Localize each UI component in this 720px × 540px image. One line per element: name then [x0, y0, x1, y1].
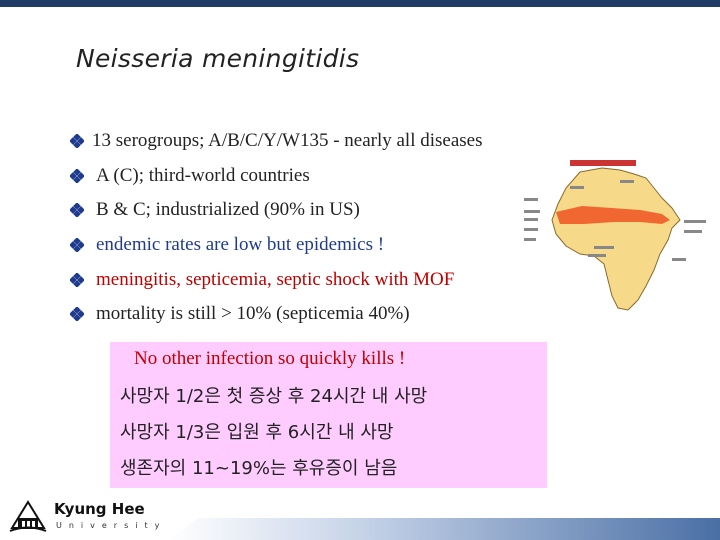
- bullet-text: mortality is still > 10% (septicemia 40%…: [96, 303, 410, 325]
- university-logo: Kyung Hee University: [4, 494, 164, 538]
- diamond-bullet-icon: [70, 134, 84, 149]
- university-crest-icon: [9, 500, 47, 532]
- bullet-item: meningitis, septicemia, septic shock wit…: [70, 262, 483, 297]
- slide-title: Neisseria meningitidis: [76, 44, 360, 73]
- bullet-list: 13 serogroups; A/B/C/Y/W135 - nearly all…: [70, 124, 483, 332]
- logo-subtitle: University: [56, 521, 167, 530]
- diamond-bullet-icon: [70, 238, 84, 253]
- bottom-stripe: [168, 518, 720, 540]
- bullet-text: meningitis, septicemia, septic shock wit…: [96, 268, 455, 290]
- bullet-text: endemic rates are low but epidemics !: [96, 234, 385, 256]
- bullet-text: A (C); third-world countries: [96, 164, 310, 186]
- callout-line: 생존자의 11~19%는 후유증이 남음: [120, 458, 398, 479]
- diamond-bullet-icon: [70, 203, 84, 218]
- diamond-bullet-icon: [70, 307, 84, 322]
- bullet-text: 13 serogroups; A/B/C/Y/W135 - nearly all…: [92, 130, 483, 152]
- bullet-item: 13 serogroups; A/B/C/Y/W135 - nearly all…: [70, 124, 483, 159]
- bullet-item: mortality is still > 10% (septicemia 40%…: [70, 297, 483, 332]
- callout-box: No other infection so quickly kills ! 사망…: [110, 342, 547, 488]
- bullet-item: B & C; industrialized (90% in US): [70, 193, 483, 228]
- top-bar: [0, 0, 720, 7]
- callout-heading: No other infection so quickly kills !: [134, 348, 406, 369]
- africa-outline: [551, 167, 681, 311]
- map-caption-bar: [570, 160, 636, 166]
- callout-line: 사망자 1/2은 첫 증상 후 24시간 내 사망: [120, 386, 428, 407]
- diamond-bullet-icon: [70, 272, 84, 287]
- bullet-text: B & C; industrialized (90% in US): [96, 199, 360, 221]
- logo-name: Kyung Hee: [54, 500, 145, 518]
- africa-map-image: [524, 160, 706, 311]
- meningitis-belt: [556, 206, 670, 224]
- map-labels: [524, 180, 706, 261]
- callout-line: 사망자 1/3은 입원 후 6시간 내 사망: [120, 422, 394, 443]
- diamond-bullet-icon: [70, 168, 84, 183]
- bullet-item: A (C); third-world countries: [70, 159, 483, 194]
- bullet-item: endemic rates are low but epidemics !: [70, 228, 483, 263]
